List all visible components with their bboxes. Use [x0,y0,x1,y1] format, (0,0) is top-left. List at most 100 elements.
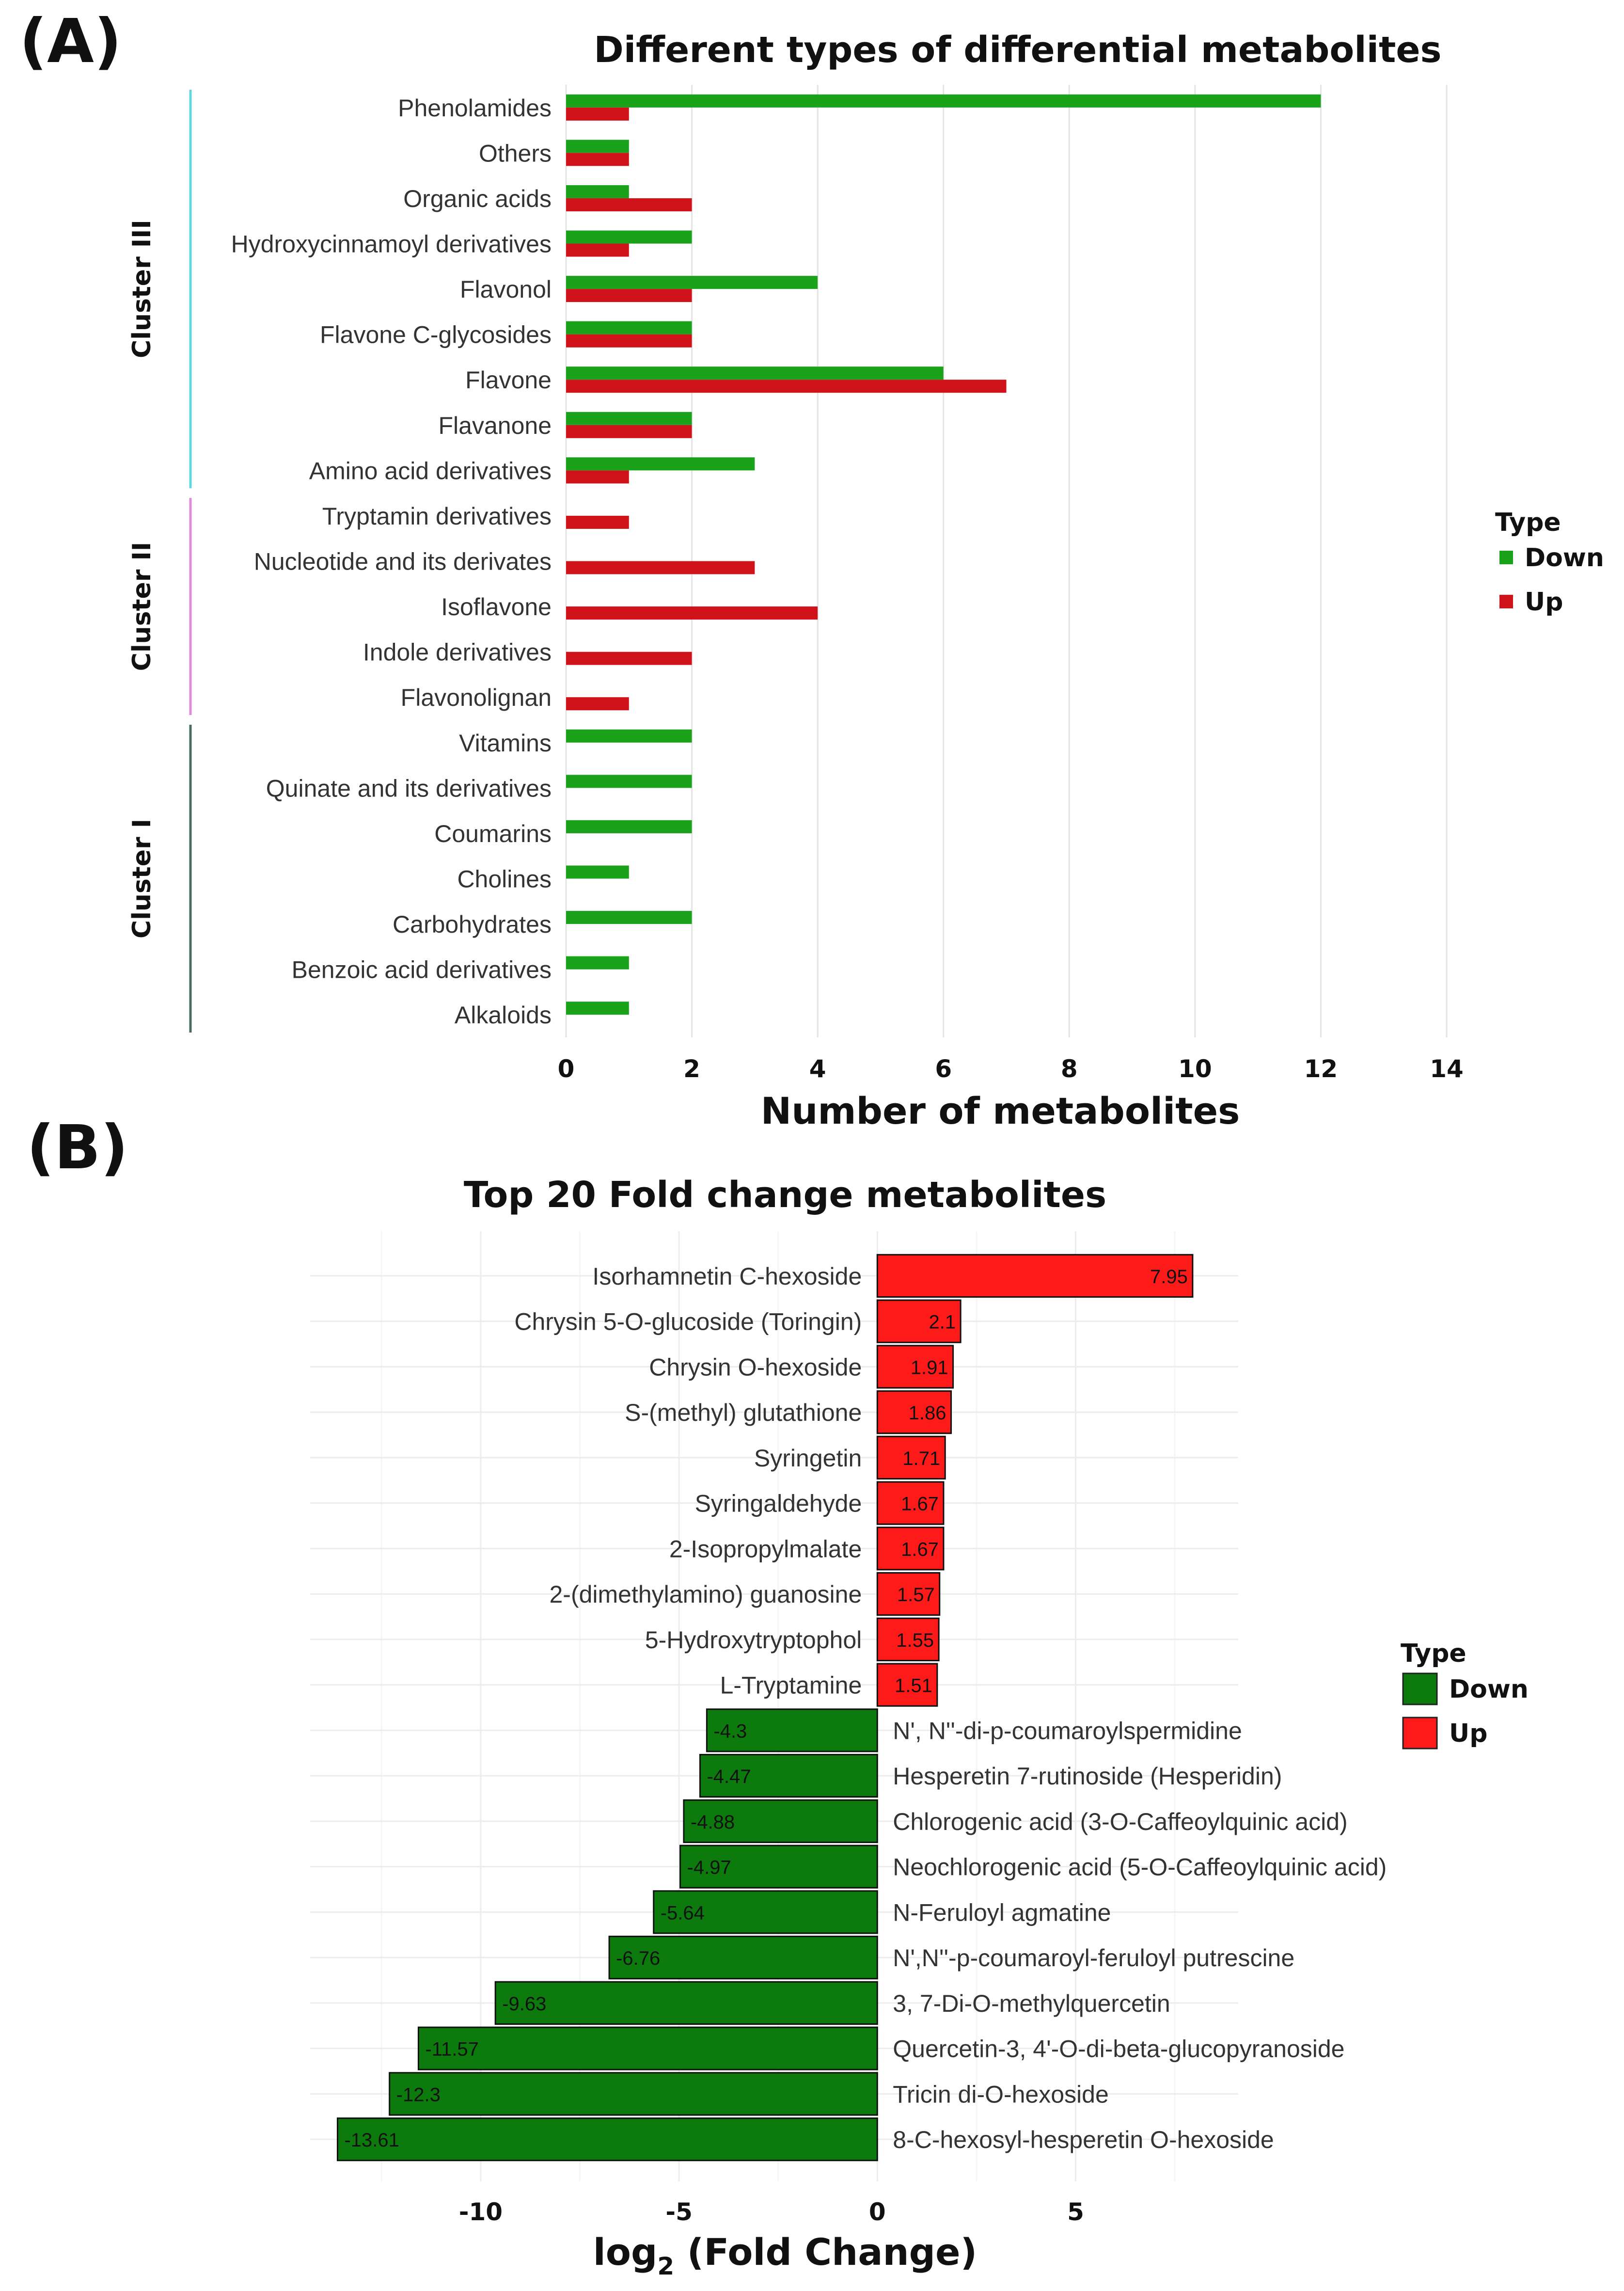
panel-b-category-label: Syringaldehyde [695,1490,862,1517]
panel-b-value-label: 7.95 [1150,1266,1188,1288]
panel-b-bar-n-n-p-coumaroyl-feruloyl-putrescine [608,1936,878,1980]
panel-b-category-label: N-Feruloyl agmatine [893,1899,1111,1926]
panel-a-category-label: Flavonolignan [401,684,552,711]
panel-a-category-label: Amino acid derivatives [309,457,552,484]
panel-b-category-labels: Isorhamnetin C-hexoside Chrysin 5-O-gluco… [514,1263,1387,2153]
panel-a-bar-down-organic-acids [566,185,629,198]
panel-b-x-axis-label-sub: 2 [657,2252,674,2280]
panel-b-bar-quercetin-3-4-o-di-beta-glucopyranoside [417,2026,878,2070]
panel-b-legend-up-swatch [1402,1717,1438,1750]
panel-a-bar-up-flavanone [566,425,692,438]
panel-b-bar-chrysin-5-o-glucoside-toringin [876,1299,962,1343]
cluster-label-cluster-iii: Cluster III [127,220,157,358]
panel-b-value-label: -9.63 [502,1993,546,2015]
panel-a-bars [566,94,1321,1015]
panel-b-value-label: -4.3 [713,1720,747,1742]
panel-a-x-tick-12: 12 [1304,1055,1338,1083]
panel-b-x-tick: 0 [869,2198,886,2226]
panel-b-category-label: S-(methyl) glutathione [625,1399,862,1426]
panel-a-bar-up-indole-derivatives [566,652,692,665]
panel-a-category-label: Carbohydrates [393,911,552,938]
panel-a-legend-up-swatch [1499,595,1513,608]
panel-b-legend: Type Down Up [1401,1639,1529,1750]
panel-b-category-label: Isorhamnetin C-hexoside [592,1263,862,1290]
panel-b-value-label: 1.67 [901,1539,939,1560]
panel-b-value-label: -5.64 [661,1902,705,1924]
panel-b-value-label: -4.97 [687,1857,731,1878]
panel-b-bar-2-dimethylamino-guanosine [876,1572,941,1616]
panel-b-value-label: 1.71 [902,1448,940,1469]
panel-a-x-tick-0: 0 [558,1055,575,1083]
panel-b-legend-down-label: Down [1449,1675,1529,1704]
panel-b-label: (B) [27,1113,128,1183]
panel-a-bar-up-hydroxycinnamoyl-derivatives [566,243,629,257]
panel-b-value-label: -6.76 [616,1948,660,1969]
panel-b-bar-syringetin [876,1435,946,1480]
panel-a-bar-up-tryptamin-derivatives [566,515,629,529]
panel-b-bar-isorhamnetin-c-hexoside [876,1254,1194,1298]
panel-a-bar-down-flavone [566,366,944,380]
panel-a-legend-up-label: Up [1525,588,1563,617]
panel-a-x-tick-10: 10 [1178,1055,1212,1083]
panel-b-x-tick: -10 [459,2198,503,2226]
panel-a-legend-title: Type [1495,508,1561,537]
panel-a-bar-down-carbohydrates [566,911,692,924]
panel-b-category-label: Chrysin 5-O-glucoside (Toringin) [514,1308,862,1336]
panel-b-bar-3-7-di-o-methylquercetin [494,1981,878,2025]
panel-a-bar-down-quinate-and-its-derivatives [566,775,692,788]
panel-a-category-labels: Phenolamides Others Organic acids Hydroxyci… [231,95,552,1029]
panel-b-bar-s-methyl-glutathione [876,1390,952,1434]
panel-b-bar-chrysin-o-hexoside [876,1345,954,1389]
panel-b-bar-tricin-di-o-hexoside [389,2072,878,2116]
panel-b-bar-5-hydroxytryptophol [876,1617,940,1661]
panel-b-bar-n-feruloyl-agmatine [653,1890,878,1934]
panel-b-bar-chlorogenic-acid-3-o-caffeoylquinic-acid [683,1799,878,1843]
panel-a-bar-down-benzoic-acid-derivatives [566,956,629,970]
panel-a-x-axis-label: Number of metabolites [761,1089,1240,1132]
panel-b-category-label: Hesperetin 7-rutinoside (Hesperidin) [893,1763,1282,1790]
panel-b-value-label: -12.3 [396,2084,441,2105]
panel-a-legend-down-swatch [1499,551,1513,564]
panel-b-value-label: 1.55 [896,1630,934,1651]
panel-a-category-label: Flavanone [439,412,552,439]
panel-a-x-tick-6: 6 [935,1055,952,1083]
panel-a-category-label: Hydroxycinnamoyl derivatives [231,231,552,258]
panel-b-x-tick: 5 [1067,2198,1084,2226]
panel-b-x-tick: -5 [665,2198,693,2226]
panel-a-bar-down-phenolamides [566,94,1321,108]
panel-a-category-label: Tryptamin derivatives [322,503,552,530]
panel-b-title: Top 20 Fold change metabolites [464,1174,1106,1216]
panel-a-bar-up-flavone-c-glycosides [566,334,692,348]
panel-a-x-tick-8: 8 [1061,1055,1078,1083]
panel-b-x-axis-label: log2 (Fold Change) [593,2230,978,2280]
cluster-label-cluster-ii: Cluster II [127,542,157,671]
panel-b-category-label: 5-Hydroxytryptophol [645,1626,862,1654]
panel-a-category-label: Benzoic acid derivatives [292,956,552,984]
panel-a-bar-down-cholines [566,865,629,879]
panel-a-category-label: Flavone [465,366,552,394]
panel-b-value-label: 1.91 [911,1357,948,1378]
panel-b-bar-8-c-hexosyl-hesperetin-o-hexoside [336,2117,878,2162]
panel-a-category-label: Flavonol [460,276,552,303]
panel-b-bar-neochlorogenic-acid-5-o-caffeoylquinic-acid [679,1845,878,1889]
panel-a-bar-up-amino-acid-derivatives [566,470,629,484]
panel-a-bar-up-isoflavone [566,606,818,620]
panel-b: (B) Top 20 Fold change metabolites 7.95 2… [27,1113,1529,2280]
panel-b-bar-n-n-di-p-coumaroylspermidine [706,1708,878,1752]
panel-a-x-tick-14: 14 [1430,1055,1464,1083]
panel-a-label: (A) [19,6,122,77]
panel-b-category-label: Chrysin O-hexoside [649,1353,862,1381]
panel-a-category-label: Nucleotide and its derivates [254,548,552,575]
panel-a-category-label: Others [479,140,552,167]
panel-b-category-label: L-Tryptamine [720,1672,862,1699]
panel-a-bar-down-amino-acid-derivatives [566,457,755,471]
panel-a-category-label: Phenolamides [398,95,552,122]
panel-a-legend-down-label: Down [1525,543,1604,573]
panel-b-legend-title: Type [1401,1639,1466,1668]
panel-a-bar-up-flavonolignan [566,697,629,711]
panel-b-value-label: 2.1 [929,1312,956,1333]
panel-a-bar-up-nucleotide-and-its-derivates [566,561,755,574]
panel-a-category-label: Quinate and its derivatives [266,775,552,802]
panel-b-value-label: 1.67 [901,1494,939,1515]
panel-a-bar-down-flavanone [566,412,692,425]
